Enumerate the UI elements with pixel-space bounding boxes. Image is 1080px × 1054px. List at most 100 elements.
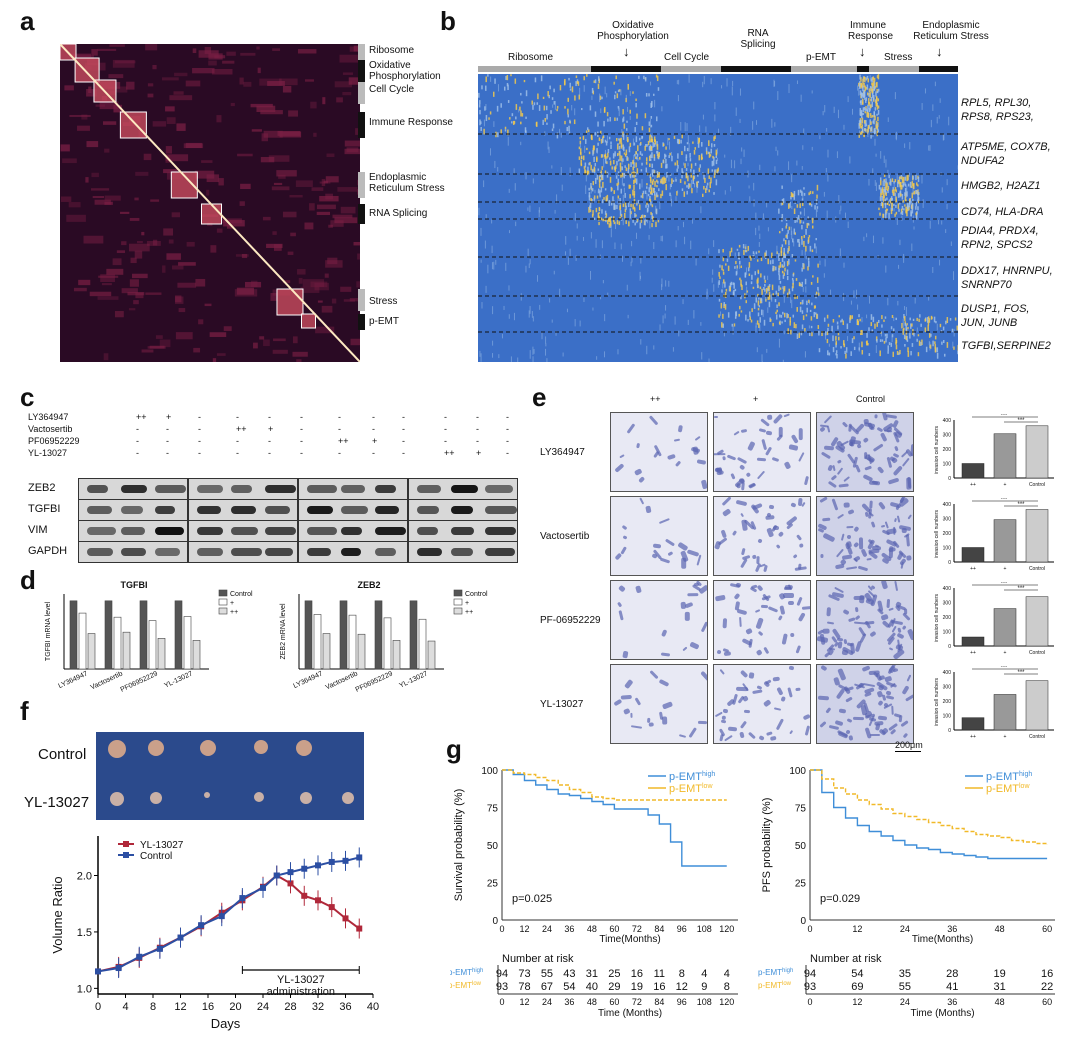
expression-cell bbox=[676, 168, 678, 172]
heatmap-cell bbox=[313, 132, 317, 137]
heatmap-cell bbox=[186, 241, 195, 247]
expression-cell bbox=[681, 188, 684, 192]
cell bbox=[700, 620, 707, 632]
expression-cell bbox=[861, 317, 863, 323]
expression-cell bbox=[826, 210, 828, 219]
dose-mark: - bbox=[166, 424, 169, 434]
expression-cell bbox=[908, 198, 911, 202]
cell bbox=[766, 430, 773, 436]
expression-cell bbox=[794, 259, 797, 262]
invasion-bar bbox=[1025, 425, 1049, 479]
expression-cell bbox=[869, 87, 871, 92]
expression-cell bbox=[816, 194, 818, 199]
cell bbox=[686, 593, 699, 597]
expression-cell bbox=[694, 183, 696, 188]
tick-label: 100 bbox=[943, 630, 952, 636]
expression-cell bbox=[780, 250, 783, 257]
expression-cell bbox=[515, 221, 517, 227]
cell bbox=[757, 631, 764, 637]
expression-cell bbox=[853, 290, 855, 298]
heatmap-cell bbox=[296, 359, 302, 362]
cell bbox=[701, 479, 707, 490]
expression-cell bbox=[524, 127, 527, 133]
dose-mark: - bbox=[198, 436, 201, 446]
expression-cell bbox=[857, 85, 859, 91]
expression-cell bbox=[887, 185, 890, 190]
expression-cell bbox=[620, 213, 623, 218]
expression-cell bbox=[806, 223, 808, 229]
expression-cell bbox=[797, 215, 800, 220]
expression-cell bbox=[576, 223, 578, 229]
expression-cell bbox=[596, 147, 598, 154]
expression-cell bbox=[735, 271, 738, 276]
bar-Control bbox=[339, 600, 348, 670]
expression-cell bbox=[859, 122, 862, 127]
cell bbox=[754, 609, 760, 613]
expression-cell bbox=[631, 171, 633, 175]
expression-cell bbox=[738, 252, 740, 257]
expression-cell bbox=[768, 301, 771, 308]
expression-cell bbox=[594, 189, 596, 194]
expression-cell bbox=[653, 190, 656, 196]
risk-value-high: 35 bbox=[899, 968, 911, 980]
expression-cell bbox=[614, 94, 616, 100]
expression-cell bbox=[623, 146, 625, 152]
module-bar-stress bbox=[358, 289, 365, 311]
heatmap-cell bbox=[337, 187, 358, 192]
bar-Control bbox=[139, 600, 148, 670]
heatmap-cell bbox=[204, 303, 212, 307]
expression-cell bbox=[645, 144, 647, 148]
expression-cell bbox=[513, 168, 515, 174]
expression-cell bbox=[744, 249, 747, 253]
x-tick-label: + bbox=[1004, 734, 1007, 740]
blot-band bbox=[265, 485, 297, 493]
expression-cell bbox=[916, 327, 918, 332]
expression-cell bbox=[617, 195, 620, 199]
heatmap-cell bbox=[322, 97, 326, 105]
expression-cell bbox=[583, 297, 585, 303]
heatmap-cell bbox=[334, 217, 358, 224]
heatmap-cell bbox=[353, 45, 359, 52]
expression-cell bbox=[638, 75, 640, 79]
expression-cell bbox=[883, 319, 885, 322]
expression-cell bbox=[594, 111, 597, 117]
cell bbox=[900, 561, 904, 569]
risk-value-high: 16 bbox=[631, 968, 643, 980]
expression-cell bbox=[884, 316, 887, 319]
expression-cell bbox=[792, 283, 794, 289]
cell bbox=[666, 453, 677, 461]
heatmap-cell bbox=[97, 48, 117, 51]
tick-label: 200 bbox=[943, 615, 952, 621]
cell bbox=[854, 640, 862, 653]
heatmap-cell bbox=[92, 196, 105, 199]
expression-cell bbox=[650, 81, 652, 86]
expression-cell bbox=[884, 202, 887, 209]
expression-cell bbox=[532, 356, 534, 362]
expression-cell bbox=[732, 80, 734, 87]
expression-cell bbox=[644, 219, 646, 226]
module-label-stress: Stress bbox=[369, 296, 398, 307]
expression-cell bbox=[803, 192, 806, 196]
expression-cell bbox=[527, 248, 529, 258]
expression-cell bbox=[872, 83, 874, 88]
expression-cell bbox=[904, 344, 906, 347]
expression-cell bbox=[641, 153, 643, 156]
heatmap-cell bbox=[192, 67, 215, 74]
expression-cell bbox=[768, 284, 771, 287]
expression-cell bbox=[731, 86, 733, 96]
expression-cell bbox=[907, 351, 910, 357]
expression-cell bbox=[664, 154, 667, 158]
expression-cell bbox=[578, 146, 581, 150]
expression-cell bbox=[824, 259, 826, 267]
expression-cell bbox=[736, 265, 738, 275]
expression-cell bbox=[761, 309, 763, 316]
expression-cell bbox=[890, 196, 893, 200]
expression-cell bbox=[798, 238, 800, 243]
cell bbox=[662, 701, 673, 710]
heatmap-cell bbox=[159, 339, 171, 348]
expression-cell bbox=[877, 129, 880, 133]
expression-cell bbox=[911, 192, 914, 199]
heatmap-cell bbox=[328, 224, 333, 228]
tick-label: 400 bbox=[943, 670, 952, 676]
